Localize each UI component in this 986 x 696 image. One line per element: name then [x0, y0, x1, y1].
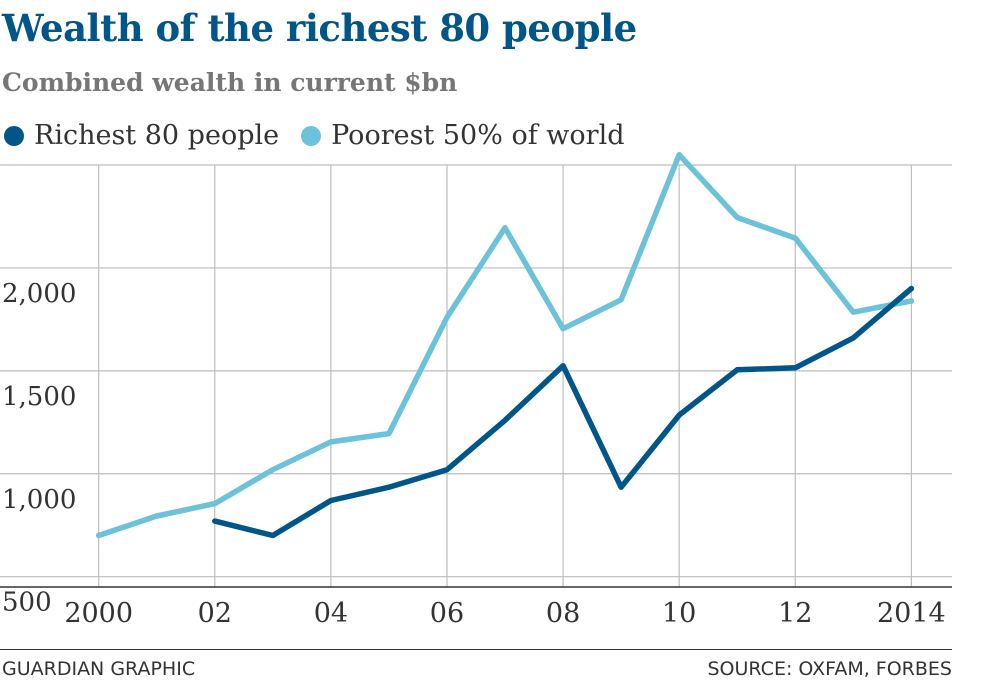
chart-subtitle: Combined wealth in current $bn	[2, 68, 458, 97]
x-tick-label-2010: 10	[662, 598, 696, 629]
series-layer	[95, 151, 915, 539]
x-tick-label-2004: 04	[314, 598, 348, 629]
footer-source: SOURCE: OXFAM, FORBES	[707, 658, 953, 680]
legend-swatch-richest	[4, 125, 24, 146]
legend-item-poorest: Poorest 50% of world	[301, 120, 624, 151]
x-tick-label-2012: 12	[778, 598, 812, 629]
x-tick-label-2008: 08	[546, 598, 580, 629]
y-tick-label-500: 500	[2, 588, 52, 618]
legend: Richest 80 people Poorest 50% of world	[4, 120, 646, 151]
y-tick-label-1500: 1,500	[2, 382, 76, 412]
series-line-richest-80	[212, 285, 915, 539]
footer-rule	[0, 649, 952, 650]
footer-credit: GUARDIAN GRAPHIC	[2, 658, 196, 680]
chart-title: Wealth of the richest 80 people	[2, 6, 637, 50]
x-tick-label-2006: 06	[430, 598, 464, 629]
legend-swatch-poorest	[301, 125, 322, 146]
series-line-poorest-50pct	[95, 151, 915, 539]
y-tick-label-2000: 2,000	[2, 279, 76, 309]
x-tick-label-2014: 2014	[877, 598, 946, 629]
legend-item-richest: Richest 80 people	[4, 120, 279, 151]
tick-label-layer: 500 1,000 1,500 2,000 2000 02 04 06 08 10 12 2014	[2, 279, 946, 629]
grid-layer	[0, 164, 952, 588]
x-tick-label-2000: 2000	[64, 598, 133, 629]
legend-label-richest: Richest 80 people	[34, 120, 280, 151]
x-tick-label-2002: 02	[198, 598, 232, 629]
y-tick-label-1000: 1,000	[2, 485, 76, 515]
legend-label-poorest: Poorest 50% of world	[331, 120, 625, 151]
